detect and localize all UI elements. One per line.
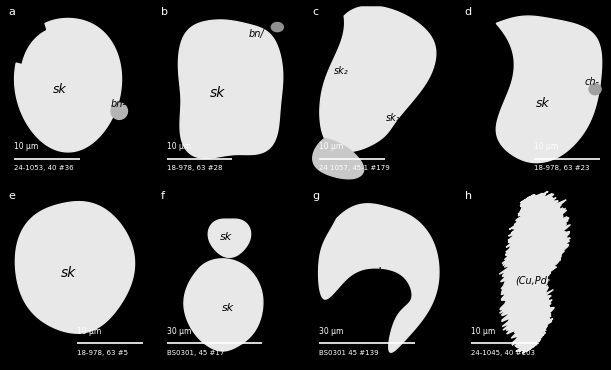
Text: e: e <box>9 191 15 201</box>
Polygon shape <box>15 202 134 333</box>
Text: ch-: ch- <box>585 77 599 87</box>
Polygon shape <box>496 16 602 162</box>
Text: 10 μm: 10 μm <box>167 142 191 151</box>
Text: 10 μm: 10 μm <box>471 327 495 336</box>
Text: h: h <box>465 191 472 201</box>
Polygon shape <box>184 259 263 351</box>
Text: 10 μm: 10 μm <box>78 327 101 336</box>
Text: g: g <box>313 191 320 201</box>
Text: bn/: bn/ <box>249 29 265 39</box>
Text: 10 μm: 10 μm <box>319 142 343 151</box>
Polygon shape <box>271 23 284 32</box>
Text: c: c <box>313 7 319 17</box>
Text: sk₁: sk₁ <box>386 114 401 124</box>
Text: 24-1045, 40 #103: 24-1045, 40 #103 <box>471 350 535 356</box>
Text: sk: sk <box>371 267 386 280</box>
Text: bn-: bn- <box>110 99 126 109</box>
Polygon shape <box>15 18 122 152</box>
Text: a: a <box>9 7 15 17</box>
Polygon shape <box>318 204 439 352</box>
Text: BS0301, 45 #17: BS0301, 45 #17 <box>167 350 224 356</box>
Text: sk: sk <box>210 86 225 100</box>
Text: 30 μm: 30 μm <box>319 327 343 336</box>
Polygon shape <box>111 103 128 120</box>
Text: d: d <box>465 7 472 17</box>
Polygon shape <box>499 191 571 353</box>
Polygon shape <box>208 219 251 257</box>
Text: b: b <box>161 7 167 17</box>
Text: 10 μm: 10 μm <box>534 142 558 151</box>
Polygon shape <box>320 7 436 152</box>
Text: 18-978, 63 #5: 18-978, 63 #5 <box>78 350 128 356</box>
Text: sk: sk <box>60 266 76 280</box>
Text: 30 μm: 30 μm <box>167 327 191 336</box>
Text: BS0301 45 #139: BS0301 45 #139 <box>319 350 378 356</box>
Polygon shape <box>589 84 601 95</box>
Text: sk₂: sk₂ <box>334 66 348 76</box>
Text: 18-978, 63 #28: 18-978, 63 #28 <box>167 165 222 171</box>
Text: f: f <box>161 191 164 201</box>
Polygon shape <box>178 20 283 158</box>
Text: 18-978, 63 #23: 18-978, 63 #23 <box>534 165 589 171</box>
Text: sk: sk <box>222 303 234 313</box>
Text: 24-1053, 40 #36: 24-1053, 40 #36 <box>15 165 74 171</box>
Text: sk: sk <box>536 97 549 110</box>
Text: 24 1057, 45-1 #179: 24 1057, 45-1 #179 <box>319 165 389 171</box>
Text: 10 μm: 10 μm <box>15 142 38 151</box>
Text: sk: sk <box>53 83 66 96</box>
Text: sk: sk <box>221 232 233 242</box>
Polygon shape <box>313 138 364 179</box>
Text: (Cu,Pd)α: (Cu,Pd)α <box>516 276 558 286</box>
